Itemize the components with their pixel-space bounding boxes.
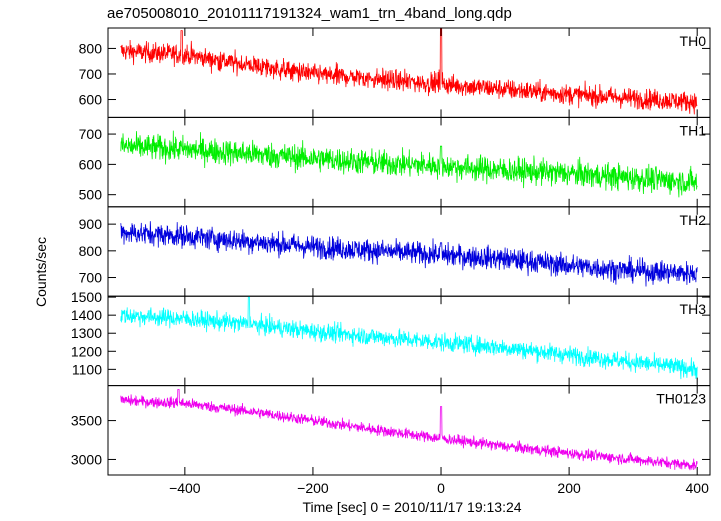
x-tick-label: 400: [686, 480, 710, 496]
panel-th0123: 3000 3500 TH0123: [71, 385, 711, 476]
panel-th3: 1100 1200 1300 1400 1500 TH3: [71, 289, 711, 387]
x-tick-label: −200: [297, 480, 329, 496]
series-line-th1: [120, 130, 698, 198]
y-tick-label: 700: [79, 126, 103, 142]
panel-th1: 500 600 700 TH1: [79, 116, 711, 208]
y-tick-label: 700: [79, 66, 103, 82]
panel-th2: 700 800 900 TH2: [79, 206, 711, 297]
series-line-th0: [120, 28, 698, 115]
panels-group: 600 700 800 TH0 500 600 700 TH1 700 800 900 TH2 1100…: [71, 27, 711, 496]
y-tick-label: 900: [79, 216, 103, 232]
y-tick-label: 700: [79, 270, 103, 286]
y-tick-label: 3000: [71, 451, 102, 467]
x-axis-label: Time [sec] 0 = 2010/11/17 19:13:24: [302, 499, 521, 515]
y-axis-label: Counts/sec: [33, 237, 49, 307]
y-tick-label: 600: [79, 156, 103, 172]
y-tick-label: 600: [79, 92, 103, 108]
x-tick-label: 0: [437, 480, 445, 496]
panel-label-th0123: TH0123: [656, 391, 706, 407]
x-tick-label: 200: [557, 480, 581, 496]
panel-label-th1: TH1: [680, 122, 707, 138]
y-tick-label: 1300: [71, 325, 102, 341]
panel-frame: [107, 385, 711, 476]
panel-label-th0: TH0: [680, 33, 707, 49]
y-tick-label: 3500: [71, 413, 102, 429]
y-tick-label: 800: [79, 243, 103, 259]
chart-title: ae705008010_20101117191324_wam1_trn_4ban…: [107, 5, 512, 22]
y-tick-label: 800: [79, 40, 103, 56]
y-tick-label: 1100: [72, 361, 102, 377]
y-tick-label: 1400: [71, 307, 102, 323]
y-tick-label: 1500: [71, 289, 102, 305]
series-line-th3: [120, 296, 698, 380]
x-tick-label: −400: [169, 480, 201, 496]
series-line-th0123: [120, 389, 698, 471]
panel-label-th2: TH2: [680, 212, 707, 228]
y-tick-label: 500: [79, 187, 103, 203]
y-tick-label: 1200: [71, 343, 102, 359]
series-line-th2: [120, 221, 698, 287]
panel-th0: 600 700 800 TH0: [79, 27, 711, 118]
panel-frame: [107, 27, 711, 118]
panel-label-th3: TH3: [680, 301, 707, 317]
